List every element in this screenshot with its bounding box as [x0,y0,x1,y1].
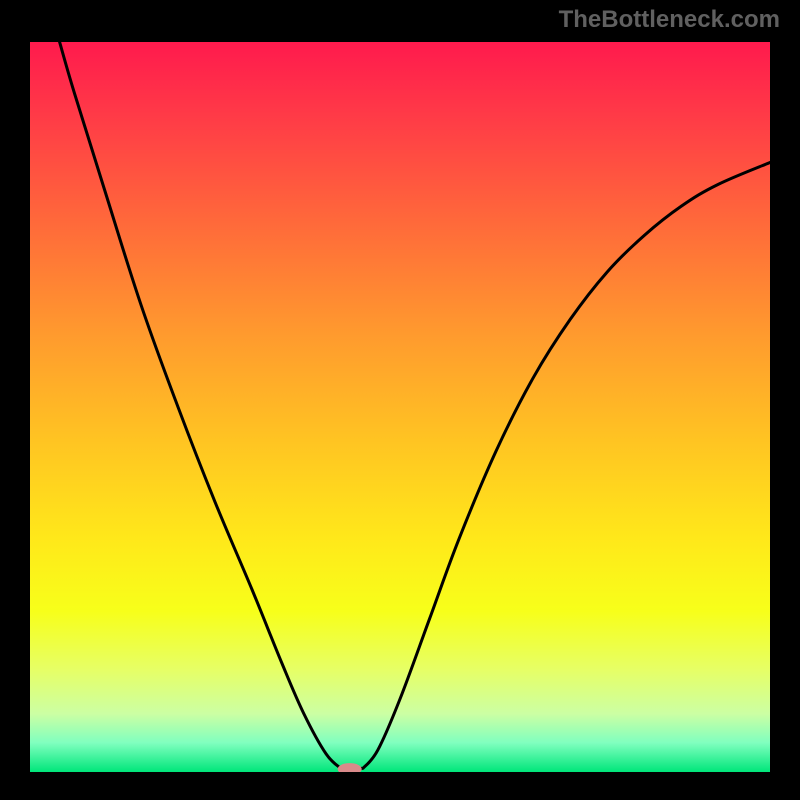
plot-area [30,42,770,772]
watermark-text: TheBottleneck.com [559,6,780,34]
chart-frame [0,0,800,800]
plot-background [30,42,770,772]
bottleneck-chart [30,42,770,772]
